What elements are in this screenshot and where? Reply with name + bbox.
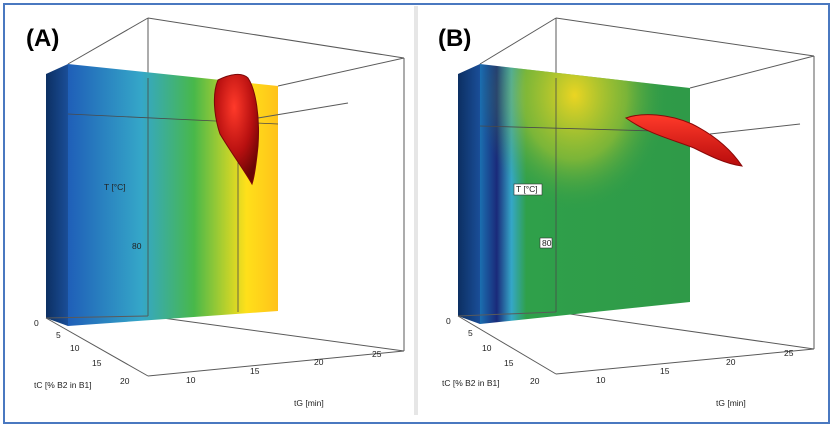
panel-b-ytick: 0 [446, 316, 451, 326]
panel-b-zlabel: T [°C] [516, 184, 538, 194]
panel-b-surface-side [458, 64, 480, 324]
panel-a-ytick: 20 [120, 376, 130, 386]
panel-b-xtick: 10 [596, 375, 606, 385]
panel-a-xtick: 25 [372, 349, 382, 359]
panel-b-ytick: 5 [468, 328, 473, 338]
panel-divider [414, 6, 418, 415]
panel-b-label: (B) [438, 25, 471, 52]
panel-a-ytick: 10 [70, 343, 80, 353]
panel-a-xtick: 10 [186, 375, 196, 385]
panel-a-ylabel: tC [% B2 in B1] [34, 380, 92, 390]
panel-b-ytick: 20 [530, 376, 540, 386]
panel-b-zlabel-box [513, 183, 543, 196]
panel-a-plot: 0 5 10 15 20 10 15 20 25 80 tC [% B2 in … [26, 17, 405, 408]
panel-a-surface-side [46, 64, 68, 326]
panel-a-xlabel: tG [min] [294, 398, 324, 408]
panel-b-design-space [624, 114, 744, 167]
panel-b-ytick: 15 [504, 358, 514, 368]
panel-a-design-space [213, 73, 259, 186]
panel-b-plot: 0 5 10 15 20 10 15 20 25 80 tC [% B2 in … [438, 17, 815, 408]
panel-a-xtick: 20 [314, 357, 324, 367]
panel-b-xtick: 20 [726, 357, 736, 367]
panel-b-surface-highlight [480, 64, 690, 324]
panel-b-xlabel: tG [min] [716, 398, 746, 408]
panel-b-ztick: 80 [542, 238, 552, 248]
panel-b: 0 5 10 15 20 10 15 20 25 80 tC [% B2 in … [420, 6, 824, 415]
panel-a-xtick: 15 [250, 366, 260, 376]
panel-b-front-edges [457, 123, 815, 375]
panel-b-xtick: 25 [784, 348, 794, 358]
panel-b-ytick: 10 [482, 343, 492, 353]
panel-a: 0 5 10 15 20 10 15 20 25 80 tC [% B2 in … [8, 6, 412, 415]
panel-a-ztick: 80 [132, 241, 142, 251]
panel-b-ztick-box [539, 237, 553, 249]
panel-a-label: (A) [26, 25, 59, 52]
panel-b-ylabel: tC [% B2 in B1] [442, 378, 500, 388]
panel-a-ytick: 5 [56, 330, 61, 340]
panel-a-zlabel: T [°C] [104, 182, 126, 192]
panel-b-xtick: 15 [660, 366, 670, 376]
panel-a-ytick: 15 [92, 358, 102, 368]
panel-a-ytick: 0 [34, 318, 39, 328]
panel-a-front-edges [45, 102, 405, 377]
